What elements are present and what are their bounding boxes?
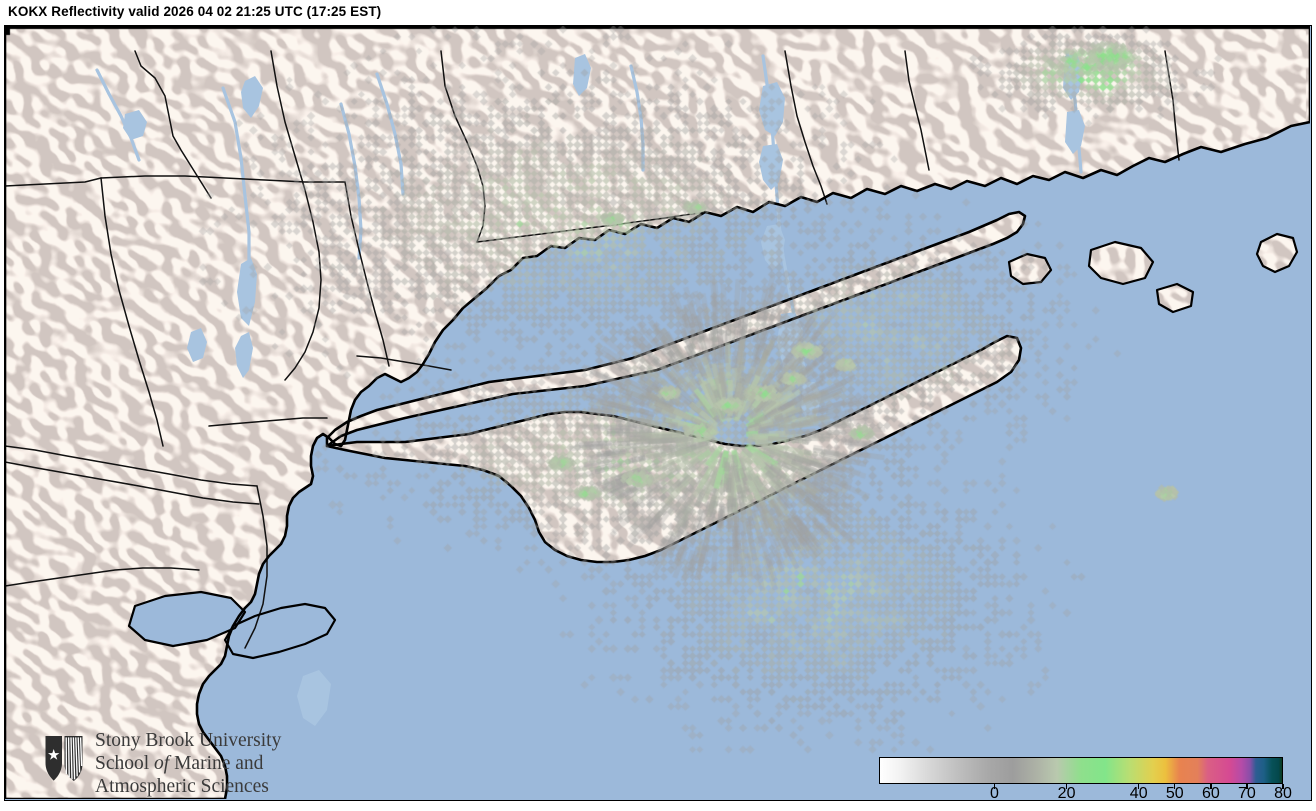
colorbar-tickmark xyxy=(993,784,996,789)
admin-boundary xyxy=(5,567,200,587)
admin-boundary xyxy=(208,417,328,427)
admin-boundary xyxy=(244,485,268,649)
admin-boundary xyxy=(440,50,486,243)
inland-lake xyxy=(573,54,591,96)
admin-boundary xyxy=(476,211,706,243)
colorbar-tick-20: 20 xyxy=(1057,785,1076,801)
colorbar-tick-50: 50 xyxy=(1165,785,1184,801)
river xyxy=(375,72,405,196)
coastline-island xyxy=(1007,252,1053,286)
colorbar-tick-60: 60 xyxy=(1201,785,1220,801)
colorbar-tickmark xyxy=(1246,784,1248,789)
admin-boundary xyxy=(784,50,828,205)
river xyxy=(629,64,645,172)
admin-boundary xyxy=(100,175,346,183)
colorbar-tick-80: 80 xyxy=(1274,785,1292,801)
coastline-island xyxy=(1087,240,1155,286)
colorbar-tickmark xyxy=(1174,784,1176,789)
inland-lake xyxy=(759,144,783,190)
inland-lake xyxy=(235,332,253,378)
coastline-mainland xyxy=(5,26,1310,799)
colorbar[interactable]: 0 20 40 50 60 70 80 xyxy=(879,757,1292,801)
admin-boundary xyxy=(270,50,322,381)
map-canvas-container[interactable] xyxy=(5,26,1311,800)
colorbar-gradient xyxy=(880,758,1282,783)
inland-lake xyxy=(241,76,263,118)
admin-boundary xyxy=(1164,50,1180,161)
map-frame[interactable]: Stony Brook University School of Marine … xyxy=(4,25,1312,801)
coastline-long-island-south xyxy=(325,334,1023,564)
colorbar-tick-0: 0 xyxy=(989,785,999,801)
river xyxy=(339,102,363,260)
admin-boundary xyxy=(5,445,258,487)
colorbar-tickmark xyxy=(1138,784,1140,789)
colorbar-tickmark xyxy=(1065,784,1068,789)
colorbar-tickmarks xyxy=(879,784,1284,789)
admin-boundary xyxy=(344,181,390,367)
basemap-vector-layer xyxy=(5,26,1310,799)
inland-lake xyxy=(187,328,207,362)
colorbar-tickmark xyxy=(1282,784,1284,789)
coastline-island xyxy=(1255,232,1299,274)
inland-lake xyxy=(297,670,331,726)
colorbar-tick-70: 70 xyxy=(1238,785,1256,801)
coastline-long-island-north xyxy=(325,210,1027,448)
admin-boundary xyxy=(100,177,164,447)
inland-lake xyxy=(237,258,257,326)
colorbar-tickmark xyxy=(1210,784,1212,789)
colorbar-bar[interactable] xyxy=(879,757,1283,784)
colorbar-tick-labels: 0 20 40 50 60 70 80 xyxy=(879,784,1292,801)
admin-boundary xyxy=(904,50,930,171)
colorbar-tick-40: 40 xyxy=(1129,785,1148,801)
admin-boundary xyxy=(5,177,102,187)
coastline-island xyxy=(1155,282,1195,314)
river xyxy=(221,86,251,268)
page-title: KOKX Reflectivity valid 2026 04 02 21:25… xyxy=(8,4,382,19)
admin-boundary xyxy=(356,355,452,371)
